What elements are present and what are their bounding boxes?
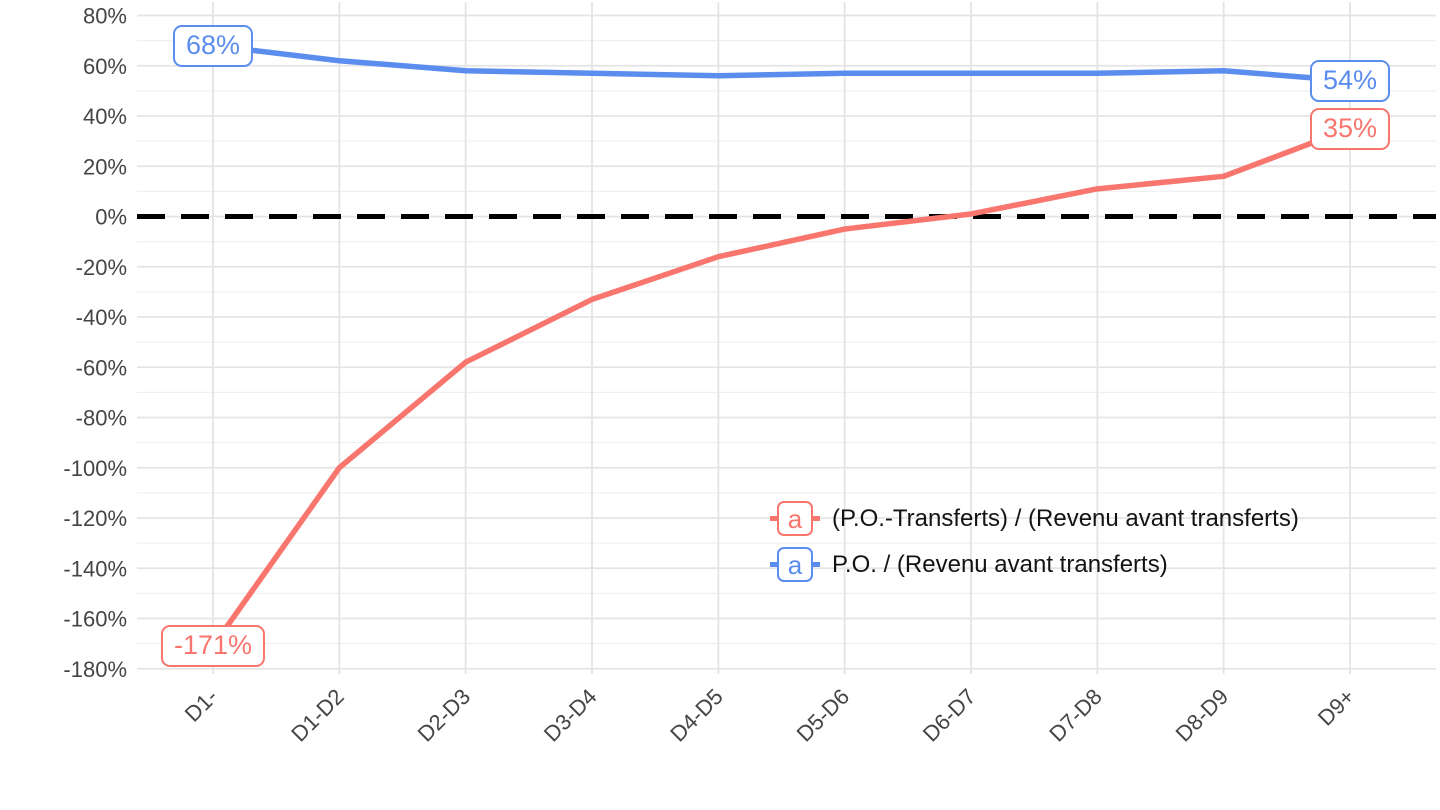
endpoint-label: 35% — [1309, 107, 1391, 150]
series-line-0 — [210, 125, 1353, 649]
endpoint-label: 54% — [1309, 59, 1391, 102]
legend-key-letter: a — [787, 503, 803, 534]
legend-label-po: P.O. / (Revenu avant transferts) — [832, 550, 1168, 578]
x-tick-label: D5-D6 — [792, 684, 855, 747]
y-tick-label: -180% — [63, 657, 127, 682]
x-tick-label: D4-D5 — [665, 684, 728, 747]
y-tick-label: -40% — [76, 305, 127, 330]
y-tick-label: 80% — [83, 4, 127, 29]
legend-key-red: a — [770, 501, 820, 536]
legend: a (P.O.-Transferts) / (Revenu avant tran… — [770, 501, 1299, 582]
legend-key-letter: a — [787, 549, 803, 580]
x-tick-label: D1-D2 — [286, 684, 349, 747]
legend-key-blue: a — [770, 547, 820, 582]
y-tick-label: -100% — [63, 456, 127, 481]
y-tick-label: -160% — [63, 607, 127, 632]
x-tick-label: D1- — [180, 684, 223, 727]
x-tick-label: D8-D9 — [1171, 684, 1234, 747]
series-line-1 — [210, 42, 1353, 84]
y-tick-label: 0% — [95, 205, 127, 230]
x-tick-label: D9+ — [1313, 684, 1360, 731]
x-tick-label: D3-D4 — [539, 684, 602, 747]
legend-item-po: a P.O. / (Revenu avant transferts) — [770, 547, 1299, 582]
y-tick-label: 40% — [83, 104, 127, 129]
endpoint-label: -171% — [160, 625, 266, 668]
legend-item-transferts-net: a (P.O.-Transferts) / (Revenu avant tran… — [770, 501, 1299, 536]
y-tick-label: -80% — [76, 406, 127, 431]
y-tick-label: 60% — [83, 54, 127, 79]
legend-label-transferts-net: (P.O.-Transferts) / (Revenu avant transf… — [832, 504, 1299, 532]
x-tick-label: D2-D3 — [413, 684, 476, 747]
y-tick-label: -140% — [63, 556, 127, 581]
x-tick-label: D7-D8 — [1044, 684, 1107, 747]
y-tick-label: 20% — [83, 154, 127, 179]
endpoint-label: 68% — [172, 24, 254, 67]
y-tick-label: -20% — [76, 255, 127, 280]
y-tick-label: -60% — [76, 355, 127, 380]
x-tick-label: D6-D7 — [918, 684, 981, 747]
y-tick-label: -120% — [63, 506, 127, 531]
